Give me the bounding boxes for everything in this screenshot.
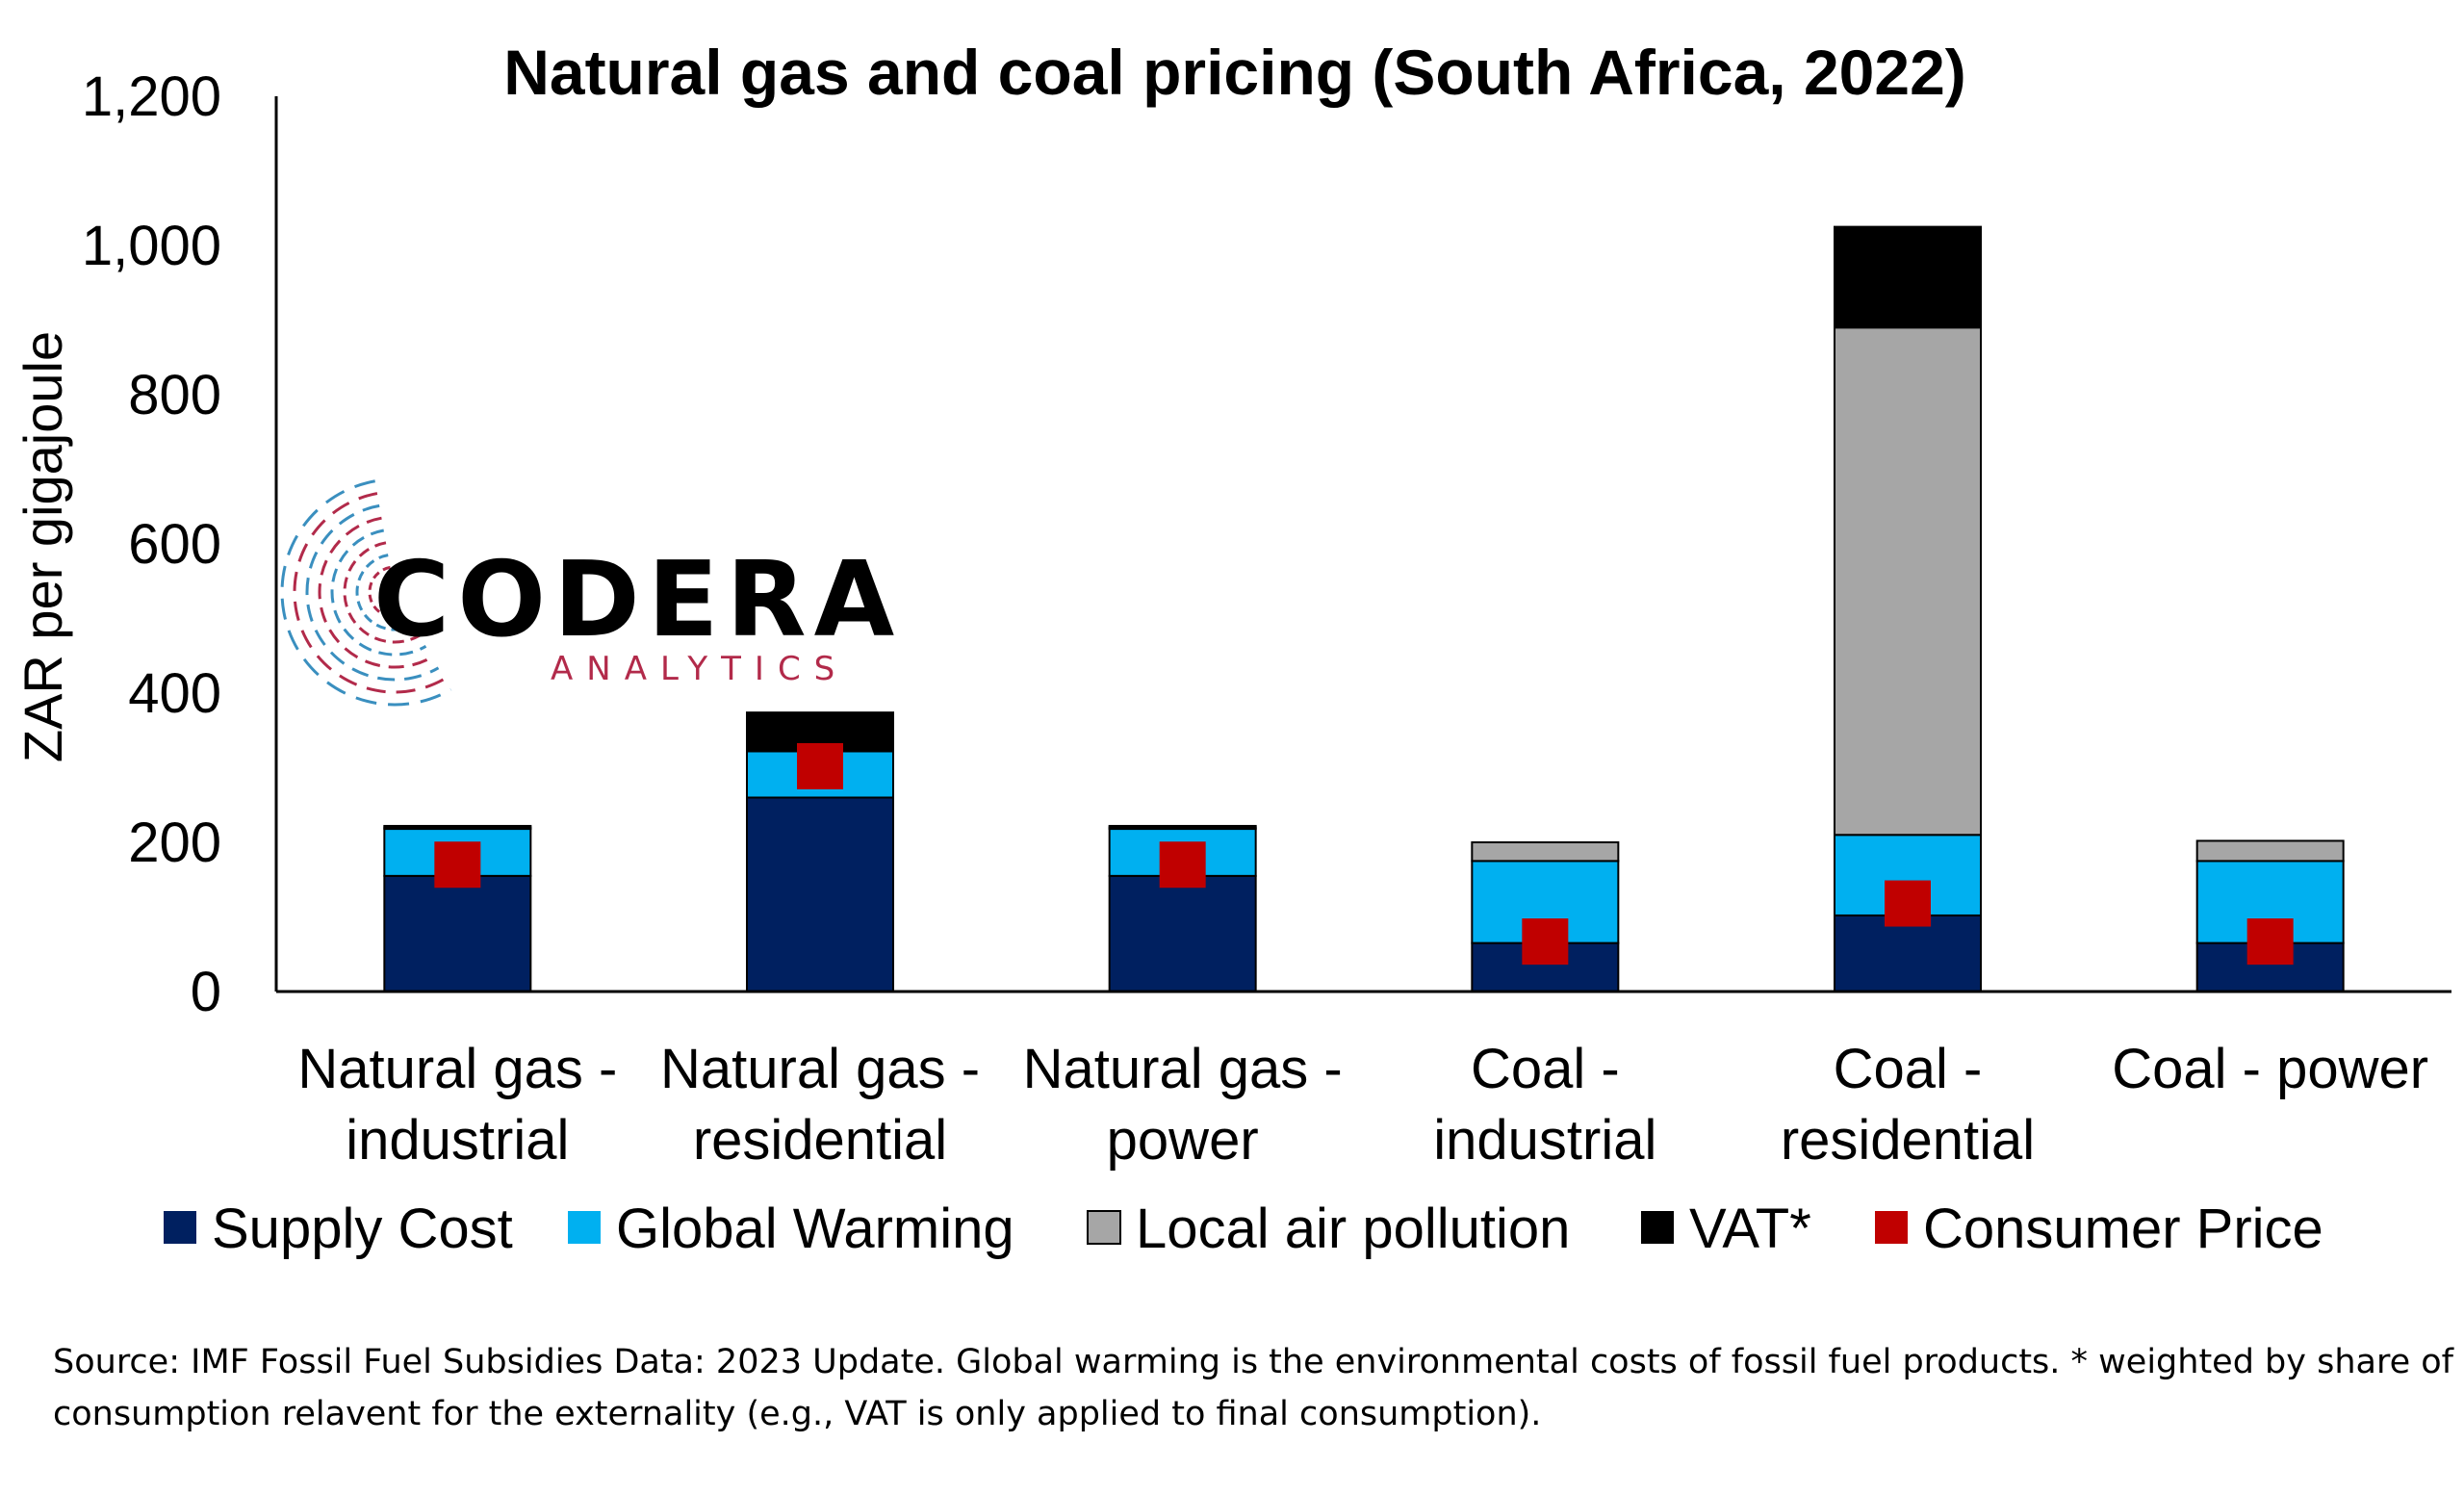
source-line-2: consumption relavent for the externality… [53,1395,1541,1433]
x-tick-label-2-line-1: Natural gas - [660,1038,980,1100]
legend-swatch-vat [1641,1211,1674,1244]
legend-swatch-consumer-price [1875,1211,1908,1244]
x-tick-label-6-line-1: Coal - power [2112,1038,2428,1100]
consumer-price-marker-1 [434,841,481,889]
logo-arc-8 [280,479,452,707]
logo-arc-6 [305,503,440,682]
x-tick-label-4-line-2: industrial [1433,1109,1656,1172]
x-tick-label-3-line-1: Natural gas - [1023,1038,1343,1100]
legend: Supply Cost Global Warming Local air pollu… [164,1198,2323,1260]
y-tick-label-600: 600 [128,513,221,576]
y-tick-label-0: 0 [191,961,221,1023]
bar-supply-cost-3 [1108,874,1257,992]
x-axis-labels: Natural gas - industrial Natural gas - resi… [297,1038,2428,1172]
y-tick-label-800: 800 [128,364,221,426]
chart-title: Natural gas and coal pricing (South Afri… [503,37,1966,108]
bars [383,225,2345,993]
y-tick-label-1000: 1,000 [82,215,221,277]
logo-arc-5 [318,516,433,669]
x-tick-label-1-line-2: industrial [346,1109,569,1172]
legend-label-vat: VAT* [1689,1198,1811,1260]
x-tick-label-5-line-1: Coal - [1834,1038,1983,1100]
logo-arc-4 [330,528,427,657]
x-tick-label-2-line-2: residential [693,1109,947,1172]
bar-vat-1 [383,824,532,829]
logo-arc-2 [355,554,415,632]
y-tick-label-400: 400 [128,662,221,725]
bar-local-air-pollution-5 [1834,326,1982,837]
bar-supply-cost-5 [1834,914,1982,993]
logo-fingerprint-icon [280,479,452,707]
consumer-price-marker-6 [2246,918,2294,966]
legend-label-global-warming: Global Warming [616,1198,1014,1260]
x-tick-label-3-line-2: power [1107,1109,1259,1172]
logo-arc-1 [368,565,408,619]
y-tick-label-200: 200 [128,812,221,874]
legend-swatch-local-air-pollution [1087,1210,1121,1245]
legend-label-consumer-price: Consumer Price [1923,1198,2323,1260]
consumer-price-marker-5 [1885,880,1931,927]
legend-label-supply-cost: Supply Cost [212,1198,513,1260]
legend-swatch-global-warming [568,1211,601,1244]
bar-supply-cost-2 [746,796,894,992]
x-tick-label-4-line-1: Coal - [1471,1038,1620,1100]
bar-local-air-pollution-6 [2195,839,2345,863]
bar-vat-3 [1108,824,1257,829]
bar-local-air-pollution-4 [1471,841,1620,863]
consumer-price-marker-2 [797,742,843,789]
consumer-price-markers [434,742,2294,966]
consumer-price-marker-3 [1159,841,1206,889]
bar-vat-5 [1834,225,1982,329]
logo-subtitle: ANALYTICS [551,650,848,688]
x-tick-label-5-line-2: residential [1781,1109,2035,1172]
y-tick-label-1200: 1,200 [82,65,221,128]
y-axis-ticks: 0 200 400 600 800 1,000 1,200 [82,65,221,1023]
source-line-1: Source: IMF Fossil Fuel Subsidies Data: … [53,1343,2454,1381]
consumer-price-marker-4 [1522,918,1569,966]
legend-label-local-air-pollution: Local air pollution [1136,1198,1570,1260]
bar-supply-cost-1 [383,874,532,992]
legend-swatch-supply-cost [164,1211,196,1244]
logo-name: CODERA [373,540,902,660]
logo-arc-3 [343,541,421,644]
x-tick-label-1-line-1: Natural gas - [297,1038,617,1100]
codera-logo: CODERA ANALYTICS [280,479,902,707]
y-axis-label: ZAR per gigajoule [13,331,73,762]
